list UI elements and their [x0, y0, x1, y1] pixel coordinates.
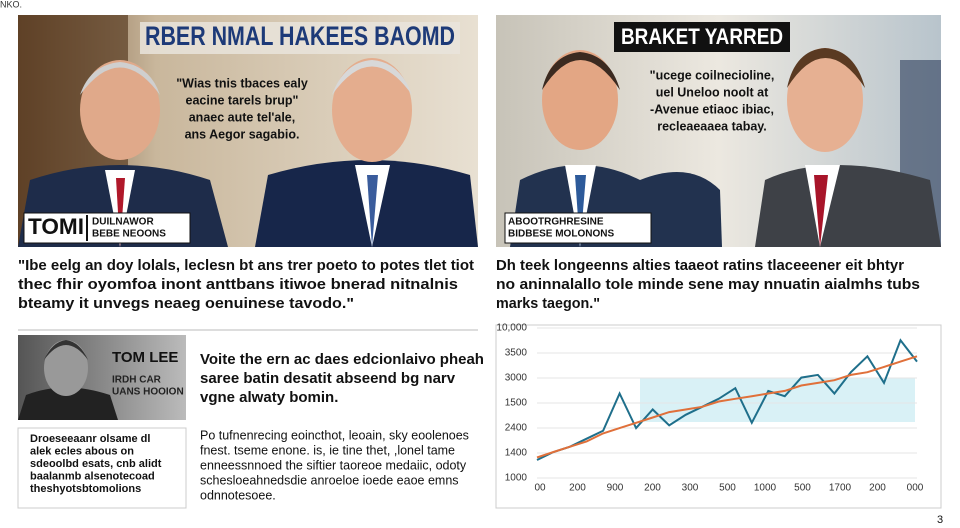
profile-role: UANS HOOION — [112, 387, 184, 398]
x-tick-label: 900 — [607, 483, 624, 494]
pull-quote: no aninnalallo tole minde sene may nnuat… — [496, 276, 920, 293]
x-tick-label: 200 — [869, 483, 886, 494]
series-line — [536, 338, 918, 461]
caption-role: DUILNAWOR — [92, 217, 154, 228]
headline-right: BRAKET YARRED — [621, 24, 783, 49]
profile-text: saree batin desatit abseend bg narv — [200, 370, 456, 387]
photo-quote: "Wias tnis tbaces ealy — [176, 76, 308, 90]
x-tick-label: 000 — [907, 483, 924, 494]
caption-role: BEBE NEOONS — [92, 229, 166, 240]
x-tick-label: 00 — [534, 483, 546, 494]
pull-quote: "Ibe eelg an doy lolals, leclesn bt ans … — [18, 257, 474, 274]
sidebar-text: sdeoolbd esats, cnb alidt — [30, 458, 162, 470]
page-number: 3 — [937, 514, 943, 526]
pull-quote: bteamy it unvegs neaeg oenuinese tavodo.… — [18, 295, 354, 312]
pull-quote: marks taegon." — [496, 295, 600, 312]
x-tick-label: 500 — [719, 483, 736, 494]
caption-role: ABOOTRGHRESINE — [508, 217, 604, 228]
y-tick-label: 3500 — [505, 348, 528, 359]
profile-role: IRDH CAR — [112, 375, 162, 386]
profile-photo — [18, 335, 186, 420]
photo-quote: uel Uneloo noolt at — [656, 85, 769, 99]
photo-quote: recleaeaaea tabay. — [657, 119, 767, 133]
y-tick-label: 2400 — [505, 423, 528, 434]
body-text: odnnotesoee. — [200, 488, 276, 502]
profile-text: vgne alwaty bomin. — [200, 389, 338, 406]
y-tick-label: 1400 — [505, 448, 528, 459]
x-tick-label: 1700 — [829, 483, 852, 494]
body-text: Po tufnenrecing eoincthot, leoain, sky e… — [200, 428, 469, 442]
y-tick-label: 1000 — [505, 473, 528, 484]
y-tick-label: 10,000 — [496, 323, 527, 334]
photo-left — [18, 15, 478, 247]
photo-quote: -Avenue etiaoc ibiac, — [650, 102, 774, 116]
sidebar-text: theshyotsbtomolions — [30, 483, 141, 495]
sidebar-text: alek ecles abous on — [30, 445, 134, 457]
y-tick-label: 3000 — [505, 373, 528, 384]
body-text: fnest. tseme enone. is, ie tine thet, ,l… — [200, 443, 455, 457]
pull-quote: thec fhir oyomfoa inont anttbans itiwoe … — [18, 276, 458, 293]
photo-right — [496, 15, 941, 247]
chart-band — [640, 378, 915, 422]
photo-quote: ans Aegor sagabio. — [185, 127, 300, 141]
profile-text: Voite the ern ac daes edcionlaivo pheah — [200, 351, 484, 368]
pull-quote: Dh teek longeenns alties taaeot ratins t… — [496, 257, 904, 274]
photo-quote: "ucege coilnecioline, — [650, 68, 775, 82]
x-tick-label: 500 — [794, 483, 811, 494]
body-text: schesloeahnedsdie anroeloe ioede eaoe em… — [200, 473, 459, 487]
photo-quote: anaec aute tel'ale, — [189, 110, 296, 124]
y-tick-label: 1500 — [505, 398, 528, 409]
corner-label: NKO. — [0, 0, 22, 9]
caption-name: TOMI — [28, 214, 84, 239]
sidebar-text: Droeseeaanr olsame dl — [30, 433, 150, 445]
headline-left: RBER NMAL HAKEES BAOMD — [145, 21, 455, 51]
sidebar-text: baalanmb alsenotecoad — [30, 470, 155, 482]
profile-name: TOM LEE — [112, 349, 178, 366]
x-tick-label: 300 — [682, 483, 699, 494]
x-tick-label: 200 — [644, 483, 661, 494]
photo-quote: eacine tarels brup" — [186, 93, 299, 107]
body-text: enneessnnoed the siftier taoreoe medaiic… — [200, 458, 467, 472]
sidebar-box — [17, 427, 187, 509]
series-line — [536, 355, 918, 459]
x-tick-label: 200 — [569, 483, 586, 494]
x-tick-label: 1000 — [754, 483, 777, 494]
caption-role: BIDBESE MOLONONS — [508, 229, 614, 240]
